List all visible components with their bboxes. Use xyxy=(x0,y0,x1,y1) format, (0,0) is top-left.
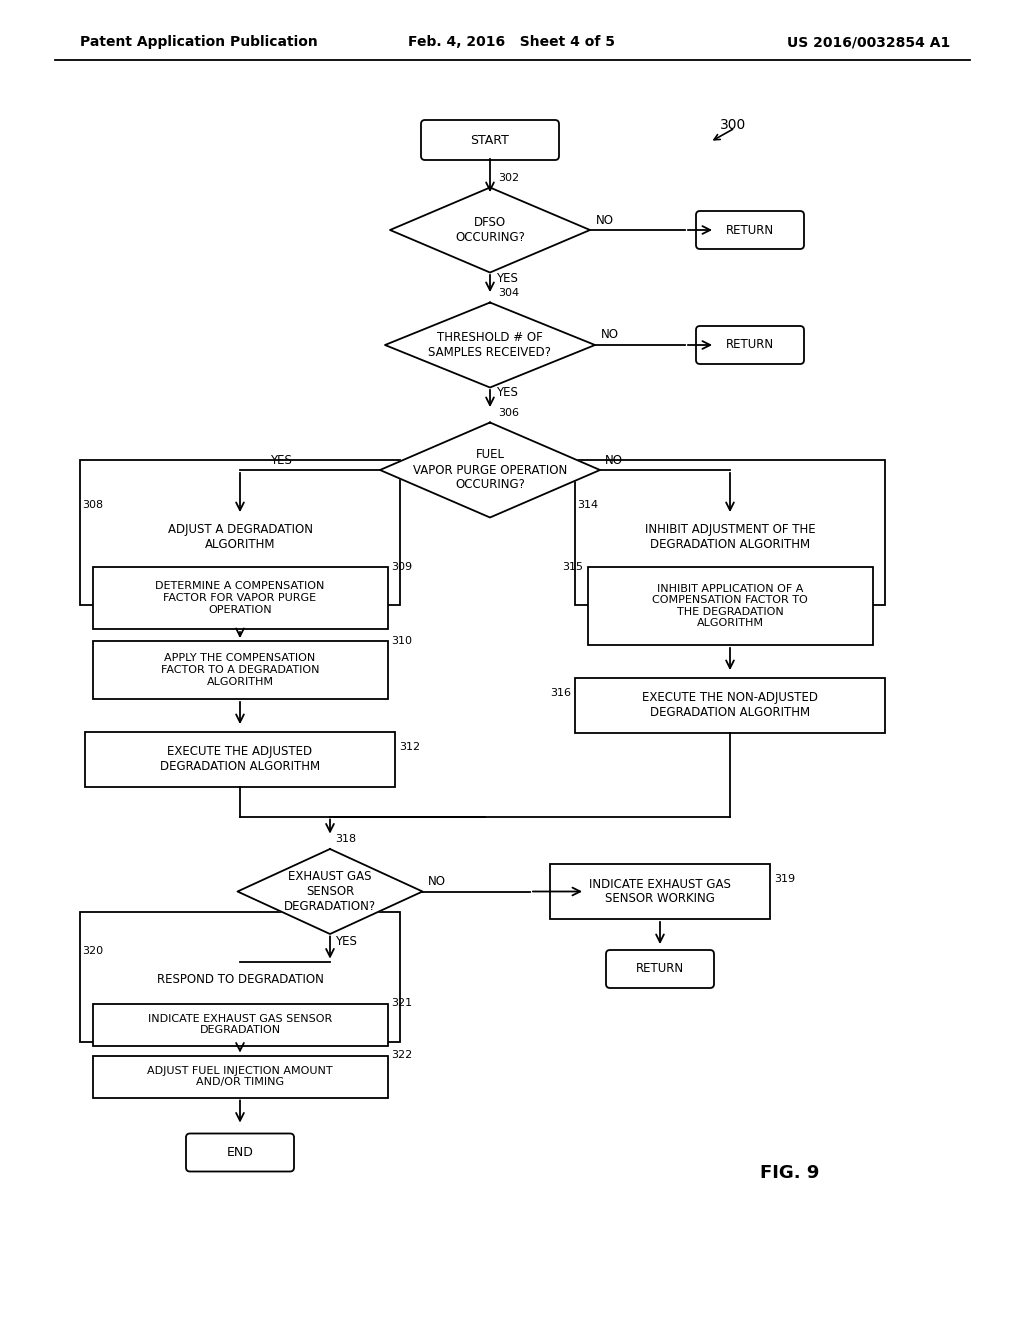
Polygon shape xyxy=(238,849,423,935)
Text: FIG. 9: FIG. 9 xyxy=(760,1163,819,1181)
Text: DETERMINE A COMPENSATION
FACTOR FOR VAPOR PURGE
OPERATION: DETERMINE A COMPENSATION FACTOR FOR VAPO… xyxy=(156,581,325,615)
Text: YES: YES xyxy=(496,387,518,400)
Text: NO: NO xyxy=(601,329,618,342)
Text: NO: NO xyxy=(596,214,614,227)
Text: 309: 309 xyxy=(391,562,413,572)
Text: 310: 310 xyxy=(391,636,413,645)
Text: 308: 308 xyxy=(82,500,103,510)
Bar xyxy=(92,1003,387,1045)
FancyBboxPatch shape xyxy=(606,950,714,987)
FancyBboxPatch shape xyxy=(186,1134,294,1172)
Text: RETURN: RETURN xyxy=(726,223,774,236)
Text: INDICATE EXHAUST GAS
SENSOR WORKING: INDICATE EXHAUST GAS SENSOR WORKING xyxy=(589,878,731,906)
Text: EXECUTE THE ADJUSTED
DEGRADATION ALGORITHM: EXECUTE THE ADJUSTED DEGRADATION ALGORIT… xyxy=(160,744,321,774)
Text: RESPOND TO DEGRADATION: RESPOND TO DEGRADATION xyxy=(157,973,324,986)
Polygon shape xyxy=(385,302,595,388)
Text: EXHAUST GAS
SENSOR
DEGRADATION?: EXHAUST GAS SENSOR DEGRADATION? xyxy=(284,870,376,913)
Text: Patent Application Publication: Patent Application Publication xyxy=(80,36,317,49)
Text: NO: NO xyxy=(605,454,623,466)
FancyBboxPatch shape xyxy=(421,120,559,160)
FancyBboxPatch shape xyxy=(696,326,804,364)
Text: NO: NO xyxy=(428,875,446,888)
Text: US 2016/0032854 A1: US 2016/0032854 A1 xyxy=(786,36,950,49)
Text: ADJUST FUEL INJECTION AMOUNT
AND/OR TIMING: ADJUST FUEL INJECTION AMOUNT AND/OR TIMI… xyxy=(147,1065,333,1088)
Text: 319: 319 xyxy=(774,874,795,884)
Text: APPLY THE COMPENSATION
FACTOR TO A DEGRADATION
ALGORITHM: APPLY THE COMPENSATION FACTOR TO A DEGRA… xyxy=(161,653,319,686)
Text: 321: 321 xyxy=(391,998,413,1008)
Text: RETURN: RETURN xyxy=(726,338,774,351)
Text: YES: YES xyxy=(270,454,292,466)
Text: YES: YES xyxy=(496,272,518,285)
Text: EXECUTE THE NON-ADJUSTED
DEGRADATION ALGORITHM: EXECUTE THE NON-ADJUSTED DEGRADATION ALG… xyxy=(642,690,818,719)
Text: INDICATE EXHAUST GAS SENSOR
DEGRADATION: INDICATE EXHAUST GAS SENSOR DEGRADATION xyxy=(147,1014,332,1035)
Text: INHIBIT ADJUSTMENT OF THE
DEGRADATION ALGORITHM: INHIBIT ADJUSTMENT OF THE DEGRADATION AL… xyxy=(645,523,815,550)
Text: 300: 300 xyxy=(720,117,746,132)
Text: END: END xyxy=(226,1146,253,1159)
Polygon shape xyxy=(380,422,600,517)
Text: ADJUST A DEGRADATION
ALGORITHM: ADJUST A DEGRADATION ALGORITHM xyxy=(168,523,312,550)
Text: 318: 318 xyxy=(335,834,356,845)
Text: DFSO
OCCURING?: DFSO OCCURING? xyxy=(455,216,525,244)
Text: 314: 314 xyxy=(577,500,598,510)
Text: 302: 302 xyxy=(498,173,519,183)
Bar xyxy=(80,459,400,605)
Bar xyxy=(80,912,400,1041)
Bar xyxy=(588,568,872,645)
Bar xyxy=(92,568,387,630)
Text: Feb. 4, 2016   Sheet 4 of 5: Feb. 4, 2016 Sheet 4 of 5 xyxy=(409,36,615,49)
Text: 304: 304 xyxy=(498,288,519,298)
Text: START: START xyxy=(471,133,509,147)
Text: 306: 306 xyxy=(498,408,519,418)
Polygon shape xyxy=(390,187,590,272)
Text: 322: 322 xyxy=(391,1051,413,1060)
FancyBboxPatch shape xyxy=(696,211,804,249)
Bar xyxy=(550,865,770,919)
Text: INHIBIT APPLICATION OF A
COMPENSATION FACTOR TO
THE DEGRADATION
ALGORITHM: INHIBIT APPLICATION OF A COMPENSATION FA… xyxy=(652,583,808,628)
Bar xyxy=(575,677,885,733)
Text: 316: 316 xyxy=(550,688,571,698)
Text: RETURN: RETURN xyxy=(636,962,684,975)
Text: FUEL
VAPOR PURGE OPERATION
OCCURING?: FUEL VAPOR PURGE OPERATION OCCURING? xyxy=(413,449,567,491)
Text: THRESHOLD # OF
SAMPLES RECEIVED?: THRESHOLD # OF SAMPLES RECEIVED? xyxy=(428,331,552,359)
Bar xyxy=(92,1056,387,1097)
Bar xyxy=(85,731,395,787)
Bar xyxy=(92,642,387,700)
Text: 312: 312 xyxy=(399,742,420,752)
Bar xyxy=(575,459,885,605)
Text: 320: 320 xyxy=(82,946,103,957)
Text: YES: YES xyxy=(335,935,357,948)
Text: 315: 315 xyxy=(562,562,584,572)
